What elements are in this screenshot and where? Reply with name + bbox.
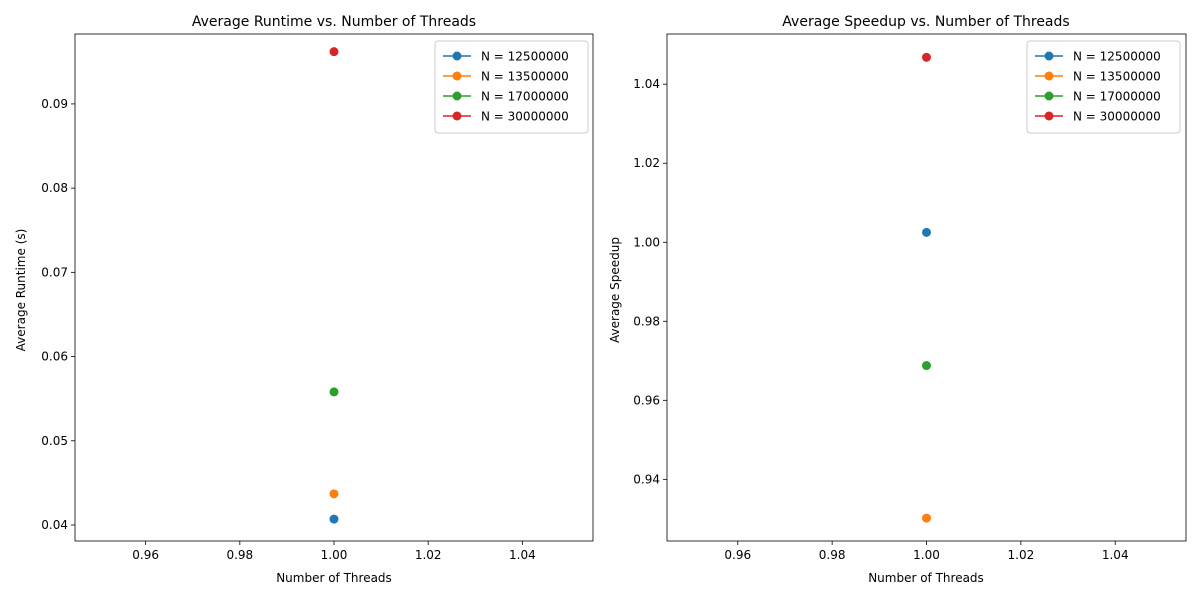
speedup-chart-ytick-label: 1.02 [633,156,660,170]
speedup-chart-title: Average Speedup vs. Number of Threads [782,14,1069,30]
speedup-chart: Average Speedup vs. Number of Threads Nu… [608,14,1187,585]
runtime-chart-legend-label: N = 17000000 [481,90,569,104]
speedup-chart-marks [922,52,931,523]
runtime-chart-ytick-label: 0.07 [41,265,68,279]
speedup-chart-legend: N = 12500000 N = 13500000 N = 17000000 N = … [1026,40,1181,134]
speedup-chart-point-series-0 [922,227,931,237]
speedup-chart-ylabel: Average Speedup [608,237,622,343]
speedup-chart-xlabel: Number of Threads [868,571,984,585]
speedup-chart-ytick-label: 0.98 [633,314,660,328]
runtime-chart-marks [329,47,339,524]
speedup-chart-point-series-2 [922,361,931,371]
speedup-chart-legend-label: N = 30000000 [1073,110,1161,124]
runtime-chart-legend-box [434,40,589,134]
speedup-chart-ytick-label: 0.94 [633,472,660,486]
runtime-chart-ylabel: Average Runtime (s) [14,229,28,352]
runtime-chart-xtick-label: 0.98 [226,548,253,562]
runtime-chart-ticks: 0.96 0.98 1.00 1.02 1.04 0.04 0.05 0.06 0.07 0.08… [41,97,535,562]
runtime-chart-legend-marker [452,71,462,81]
speedup-chart-ticks: 0.96 0.98 1.00 1.02 1.04 0.94 0.96 0.98 1.00 1.02… [633,77,1128,562]
runtime-chart-ytick-label: 0.04 [41,518,68,532]
speedup-chart-legend-marker [1044,51,1054,61]
runtime-chart-point-series-3 [329,47,339,57]
runtime-chart-xtick-label: 0.96 [132,548,159,562]
speedup-chart-legend-label: N = 12500000 [1073,50,1161,64]
runtime-chart-legend-marker [452,51,462,61]
runtime-chart-axes-frame [74,33,594,542]
runtime-chart-xlabel: Number of Threads [276,571,392,585]
speedup-chart-legend-marker [1044,71,1054,81]
runtime-chart-point-series-1 [329,489,339,499]
runtime-chart-xtick-label: 1.04 [509,548,536,562]
runtime-chart-legend: N = 12500000 N = 13500000 N = 17000000 N = … [434,40,589,134]
runtime-chart-legend-marker [452,91,462,101]
runtime-chart-legend-label: N = 13500000 [481,70,569,84]
speedup-chart-point-series-1 [922,513,931,523]
runtime-chart-ytick-label: 0.05 [41,434,68,448]
speedup-chart-axes-frame [666,33,1187,542]
speedup-chart-xtick-label: 1.02 [1008,548,1035,562]
speedup-chart-legend-label: N = 17000000 [1073,90,1161,104]
runtime-chart-ytick-label: 0.09 [41,97,68,111]
speedup-chart-legend-marker [1044,91,1054,101]
speedup-chart-ytick-label: 1.04 [633,77,660,91]
speedup-chart-ytick-label: 1.00 [633,235,660,249]
runtime-chart-ytick-label: 0.08 [41,181,68,195]
speedup-chart-xtick-label: 0.98 [819,548,846,562]
speedup-chart-ytick-label: 0.96 [633,393,660,407]
speedup-chart-point-series-3 [922,52,931,62]
runtime-chart-title: Average Runtime vs. Number of Threads [192,14,476,30]
runtime-chart-legend-label: N = 12500000 [481,50,569,64]
runtime-chart: Average Runtime vs. Number of Threads Nu… [14,14,594,585]
runtime-chart-xtick-label: 1.00 [321,548,348,562]
runtime-chart-legend-marker [452,111,462,121]
runtime-chart-xtick-label: 1.02 [415,548,442,562]
runtime-chart-point-series-2 [329,387,339,397]
runtime-chart-legend-label: N = 30000000 [481,110,569,124]
speedup-chart-xtick-label: 0.96 [724,548,751,562]
speedup-chart-xtick-label: 1.00 [913,548,940,562]
speedup-chart-xtick-label: 1.04 [1102,548,1129,562]
speedup-chart-legend-marker [1044,111,1054,121]
speedup-chart-legend-label: N = 13500000 [1073,70,1161,84]
runtime-chart-ytick-label: 0.06 [41,350,68,364]
runtime-chart-point-series-0 [329,514,339,524]
speedup-chart-legend-box [1026,40,1181,134]
